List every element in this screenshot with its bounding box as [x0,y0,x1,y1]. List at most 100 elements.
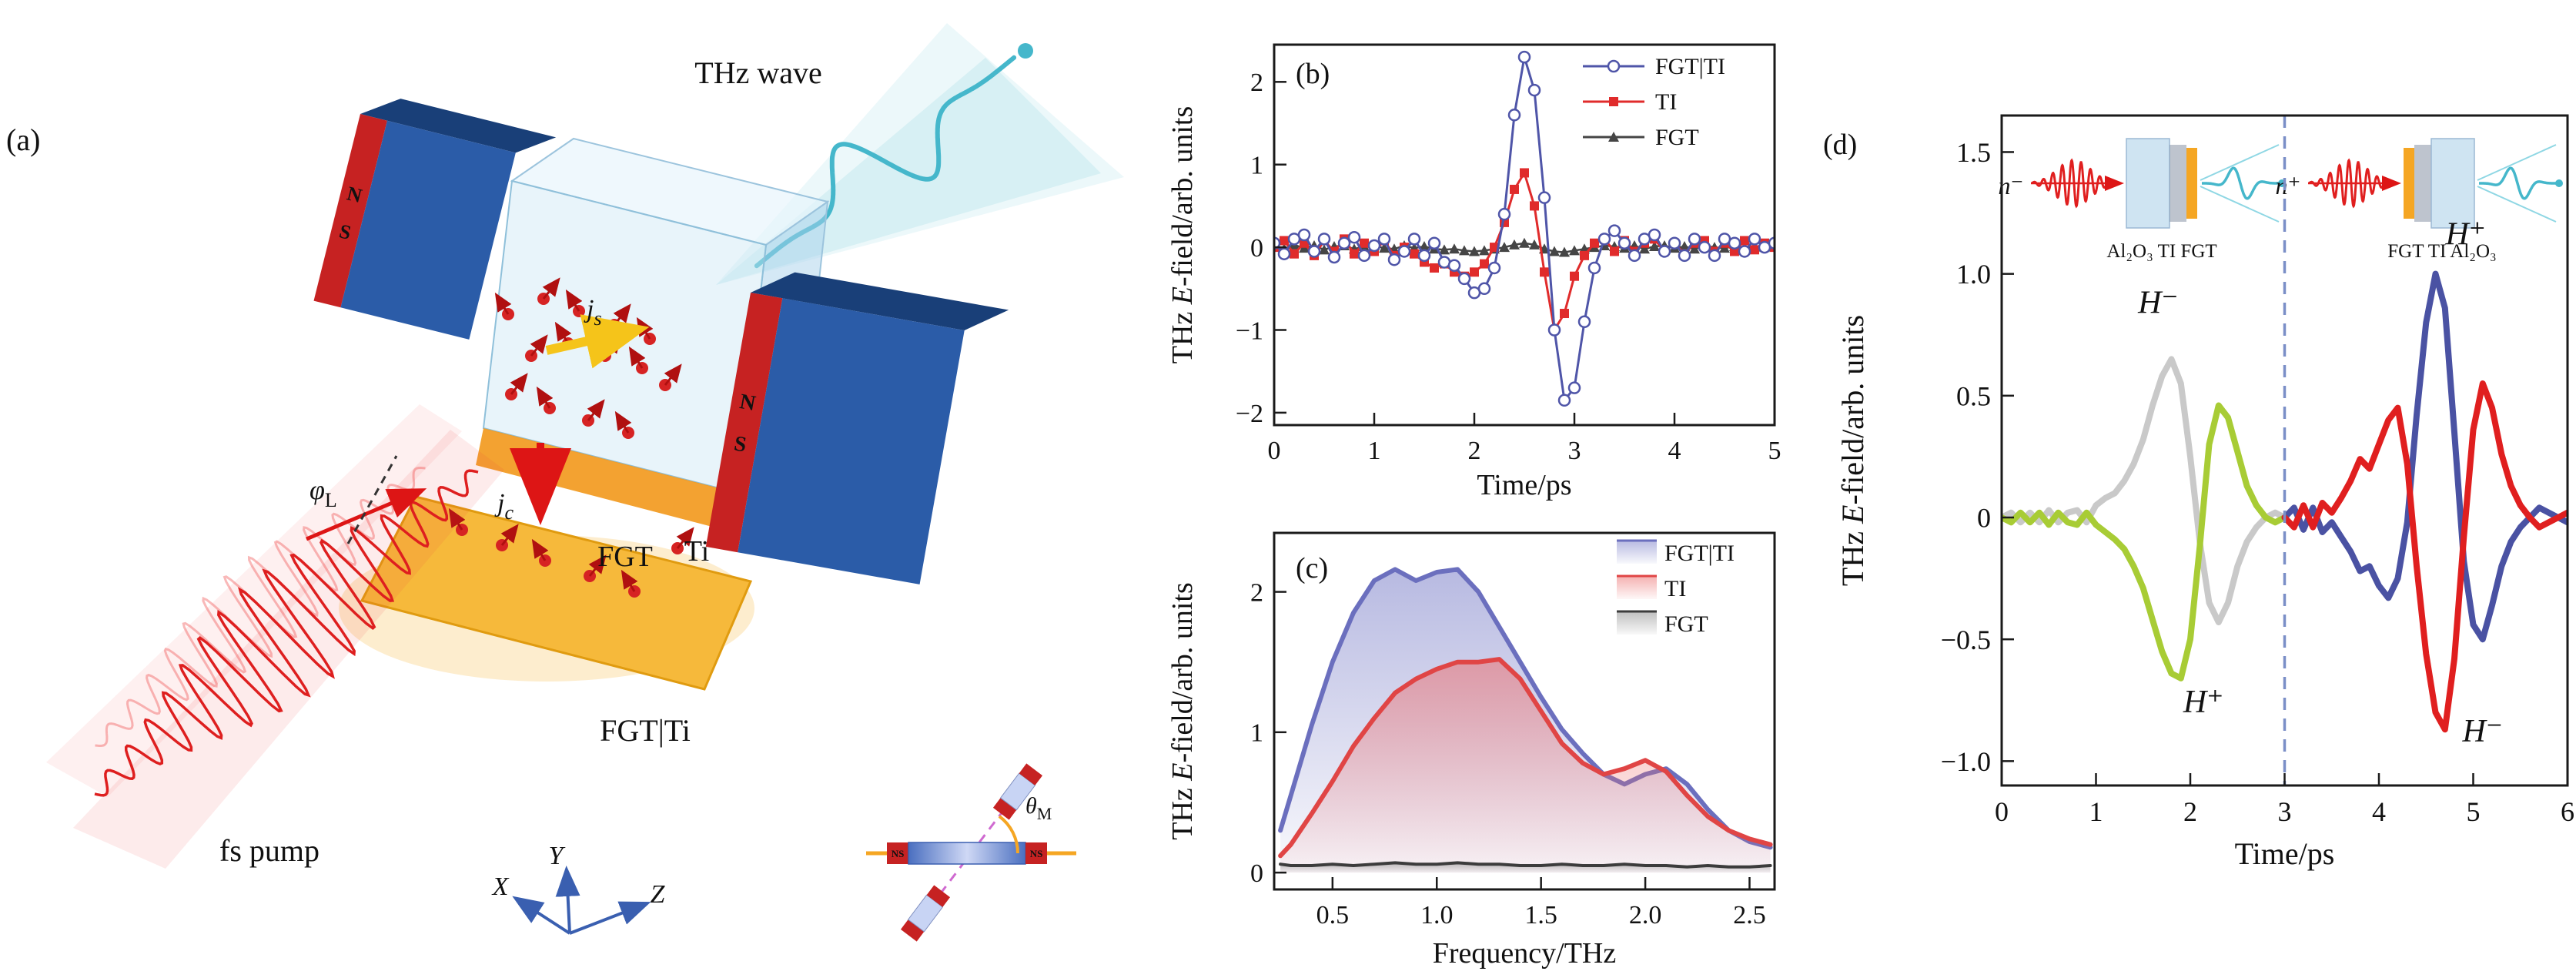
y-tick-label: 1 [1250,719,1263,748]
js-arrow [545,314,650,369]
marker-triangle [1549,246,1560,256]
inset-left-thz-cone-bottom [2200,186,2280,223]
spin-arrow [676,527,694,549]
jc-label: jc [494,489,514,524]
line-n+ H− [2281,380,2568,733]
x-tick-label: 2.5 [1733,901,1766,929]
x-tick-label: 6 [2561,796,2574,827]
marker-circle [1427,236,1441,250]
panel-a-label: (a) [6,122,40,157]
x-tick-label: 5 [1768,437,1781,465]
annotation-H⁻: H⁻ [2462,714,2504,749]
n-plus-label: n⁺ [2276,172,2301,199]
marker-triangle [1649,241,1660,252]
marker-triangle [1319,244,1330,255]
sample-label: FGT|Ti [600,713,691,748]
x-axis-label: Time/ps [2235,836,2335,871]
marker-square [1430,263,1439,273]
spin-arrow [494,292,512,315]
axis-x-arrow [512,896,571,935]
marker-circle [1618,236,1631,250]
inset-ns-left: NS [892,848,905,859]
panel-label: (b) [1296,58,1330,90]
marker-circle [1648,228,1661,242]
x-tick-label: 2 [1468,437,1481,465]
line-TI [1278,657,1773,859]
y-tick-label: 0 [1977,503,1991,534]
marker-square [1580,250,1589,260]
spin-arrow [531,538,549,561]
spin-arrow [510,373,528,395]
spin-arrow [530,334,548,357]
axis-y-arrow [555,866,580,934]
marker-circle [1517,50,1531,64]
inset-left-al2o3-layer [2126,138,2170,229]
spin-arrow [448,507,466,531]
marker-triangle [1509,239,1520,250]
marker-triangle [1479,245,1490,256]
thz-wave-endpoint-dot [1018,43,1033,59]
panel-label: (d) [1823,129,1857,161]
x-tick-label: 2 [2183,796,2197,827]
ti-layer-label: Ti [684,535,709,568]
fs-pump-label: fs pump [219,833,319,868]
y-tick-label: −1.0 [1941,746,1991,777]
inset-magnet-pole-right [1025,842,1047,864]
marker-triangle [1499,242,1510,253]
magnet-right-top-face [751,272,1009,330]
legend-label: FGT [1664,611,1708,637]
marker-circle [1274,236,1281,250]
annotation-H⁺: H⁺ [2444,217,2486,253]
marker-triangle [1419,241,1430,252]
marker-square [1610,246,1619,256]
magnet-right-body [738,298,965,584]
marker-circle [1277,247,1291,260]
annotation-H⁻: H⁻ [2137,285,2179,320]
marker-square [1560,309,1569,319]
inset-right-thz-wave [2479,166,2556,200]
axis-z-arrow [569,901,651,935]
y-tick-label: 1 [1250,152,1263,180]
legend-swatch [1617,541,1657,564]
marker-square [1609,97,1618,106]
plot-area [1274,50,1775,407]
marker-triangle [1379,243,1390,253]
inset-sample-left: Al₂O₃ TI FGT [2031,138,2286,262]
x-tick-label: 0 [1995,796,2009,827]
marker-circle [1577,315,1591,329]
x-tick-label: 0 [1268,437,1281,465]
y-tick-label: 0 [1250,234,1263,263]
marker-square [1530,201,1539,211]
legend-label: FGT|TI [1655,54,1725,79]
marker-circle [1387,253,1401,266]
inset-right-thz-cone-bottom [2477,186,2557,223]
spin-arrow [587,399,605,421]
marker-circle [1297,228,1311,242]
marker-circle [1738,245,1751,258]
pump-polarization-dash [346,455,398,544]
spin-arrow [500,524,519,546]
marker-triangle [1449,243,1460,254]
marker-square [1480,259,1489,269]
marker-square [1280,236,1289,246]
inset-left-ti-layer [2170,145,2186,222]
chart-b-svg: 0 1 2 3 4 5 −2 −1 0 1 2 Time/ps THz E-field/arb. uni… [1166,43,1781,501]
annotation-H⁺: H⁺ [2183,685,2224,720]
spin-arrow [536,386,554,409]
legend-swatch [1617,576,1657,599]
y-tick-label: −2 [1236,400,1263,428]
marker-circle [1327,250,1341,264]
magnet-left-top-face [360,99,557,153]
legend-label: FGT [1655,125,1699,150]
magnet-right: N S [705,272,1009,584]
spin-arrow [621,569,638,592]
marker-triangle [1569,245,1580,256]
marker-circle [1407,233,1421,246]
marker-triangle [1469,246,1480,256]
marker-square [1510,184,1519,194]
inset-right-stack-label: FGT TI Al₂O₃ [2387,241,2497,262]
inset-tilted-magnet-top [992,763,1043,820]
legend-label: TI [1655,89,1677,115]
marker-square [1350,249,1359,259]
magnet-left: N S [313,99,557,340]
